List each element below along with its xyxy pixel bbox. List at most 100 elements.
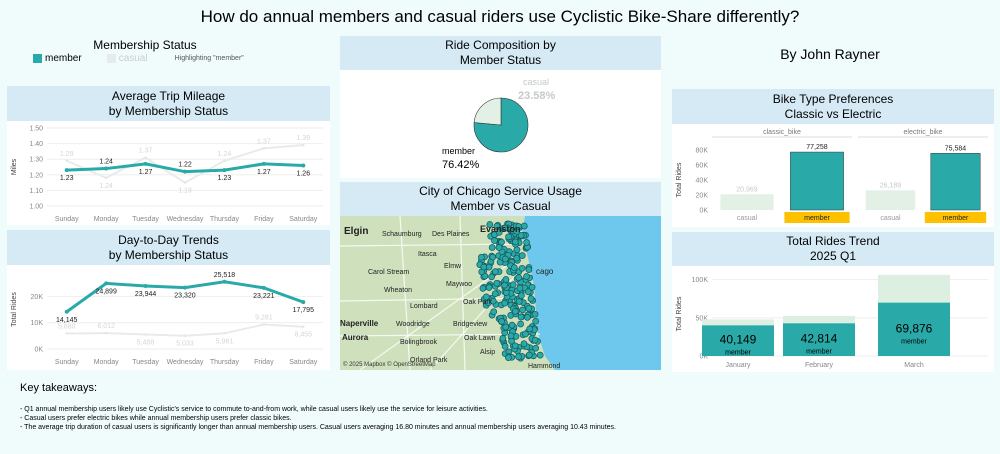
data-label: 1.26 xyxy=(296,170,310,177)
map-place-label: Hammond xyxy=(528,363,560,370)
composition-panel: member 76.42% casual 23.58% xyxy=(340,70,661,178)
daily-header: Day-to-Day Trends by Membership Status xyxy=(7,230,330,265)
legend-casual-swatch[interactable] xyxy=(106,54,116,63)
road xyxy=(399,216,411,370)
x-tick-label: Thursday xyxy=(210,216,240,223)
member-point xyxy=(143,283,148,288)
map-point xyxy=(528,283,536,291)
map-point xyxy=(518,292,525,300)
bike-header: Bike Type Preferences Classic vs Electri… xyxy=(672,89,994,124)
map-point xyxy=(517,231,525,239)
data-label: 42,814 xyxy=(801,332,838,346)
map-place-label: Bridgeview xyxy=(453,321,488,328)
map-point xyxy=(532,317,539,325)
chicago-map[interactable]: Elgin Schaumburg Des Plaines Evanston Itasca… xyxy=(340,216,661,370)
x-tick-label: member xyxy=(804,215,830,222)
data-label: 77,258 xyxy=(806,144,828,151)
map-place-label: Carol Stream xyxy=(368,269,409,276)
map-point xyxy=(505,233,512,241)
y-axis-label: Total Rides xyxy=(676,296,683,331)
member-point xyxy=(64,309,69,314)
data-label: 1.27 xyxy=(139,169,153,176)
x-tick-label: Friday xyxy=(254,216,274,223)
map-point xyxy=(525,266,533,273)
map-place-label: Alsip xyxy=(480,349,495,356)
map-place-label: Aurora xyxy=(342,333,369,342)
data-label: 69,876 xyxy=(896,321,933,335)
highlight-box xyxy=(924,212,987,223)
bar-casual xyxy=(865,190,916,210)
legend-casual-label[interactable]: casual xyxy=(118,53,148,64)
map-point xyxy=(518,252,526,259)
map-point xyxy=(490,308,498,316)
legend-member-swatch[interactable] xyxy=(33,54,42,63)
x-tick-label: casual xyxy=(880,215,901,222)
takeaways-title: Key takeaways: xyxy=(20,382,98,394)
member-point xyxy=(301,163,306,168)
map-point xyxy=(517,313,525,321)
map-point xyxy=(501,343,509,350)
map-point xyxy=(525,304,533,312)
member-point xyxy=(301,300,306,305)
bar-member xyxy=(790,151,844,211)
data-label: 1.37 xyxy=(257,138,271,145)
map-point xyxy=(491,237,498,244)
map-place-label: cago xyxy=(536,267,554,276)
map-point xyxy=(501,224,509,232)
member-point xyxy=(222,168,227,173)
x-tick-label: January xyxy=(726,362,751,369)
map-point xyxy=(531,310,539,318)
member-point xyxy=(183,285,187,290)
casual-point xyxy=(302,325,305,328)
mileage-chart: 1.00 1.10 1.20 1.30 1.40 1.50 Miles Sunday Monda… xyxy=(11,126,323,223)
bike-title-line1: Bike Type Preferences xyxy=(772,91,894,106)
pie-slice-casual xyxy=(473,97,502,126)
road xyxy=(459,216,466,370)
y-tick-label: 1.10 xyxy=(29,188,43,195)
map-place-label: Oak Park xyxy=(463,299,493,306)
data-label: 1.24 xyxy=(99,183,113,190)
trend-panel: Total Rides 0K 50K 100K 40,149 member January 4… xyxy=(672,266,994,372)
legend-member-label[interactable]: member xyxy=(45,53,82,64)
road xyxy=(340,243,521,247)
bar-member xyxy=(878,302,950,356)
map-point xyxy=(502,323,510,331)
x-tick-label: Sunday xyxy=(55,359,79,366)
data-label: 1.27 xyxy=(257,169,271,176)
takeaway-item: - The average trip duration of casual us… xyxy=(20,424,616,431)
dashboard-title: How do annual members and casual riders … xyxy=(200,7,800,26)
x-tick-label: Thursday xyxy=(210,359,240,366)
data-label: 1.23 xyxy=(218,175,232,182)
y-tick-label: 0K xyxy=(699,208,708,215)
map-point xyxy=(505,354,512,361)
legend-title: Membership Status xyxy=(93,38,197,52)
data-label: 23,221 xyxy=(253,293,275,300)
map-point xyxy=(526,325,534,333)
y-tick-label: 60K xyxy=(696,163,709,170)
takeaways-list: - Q1 annual membership users likely use … xyxy=(20,405,616,432)
legend: member casual Highlighting "member" xyxy=(33,53,244,64)
data-label: 9,281 xyxy=(255,315,273,322)
bar-member xyxy=(930,153,981,211)
mileage-title-line2: by Membership Status xyxy=(108,103,229,118)
y-tick-label: 50K xyxy=(696,315,709,322)
bar-member xyxy=(702,325,774,356)
map-credit: © 2025 Mapbox © OpenStreetMap xyxy=(343,361,436,368)
casual-point xyxy=(302,143,305,147)
pie-casual-label: 23.58% xyxy=(518,90,556,102)
y-tick-label: 1.50 xyxy=(29,126,43,133)
bar-casual xyxy=(783,316,855,324)
data-label: 1.23 xyxy=(60,175,74,182)
bar-casual xyxy=(720,194,774,210)
data-label: 23,320 xyxy=(174,293,196,300)
map-point xyxy=(491,290,499,298)
casual-point xyxy=(262,323,266,326)
map-canvas[interactable]: Elgin Schaumburg Des Plaines Evanston Itasca… xyxy=(340,216,661,370)
bike-title-line2: Classic vs Electric xyxy=(784,106,882,121)
daily-panel: 0K 10K 20K Total Rides Sunday Monday Tuesday We… xyxy=(7,265,330,370)
y-tick-label: 0K xyxy=(699,354,708,361)
map-point xyxy=(511,342,519,350)
casual-point xyxy=(262,147,266,150)
map-point xyxy=(501,255,509,263)
series-label: member xyxy=(901,338,927,345)
